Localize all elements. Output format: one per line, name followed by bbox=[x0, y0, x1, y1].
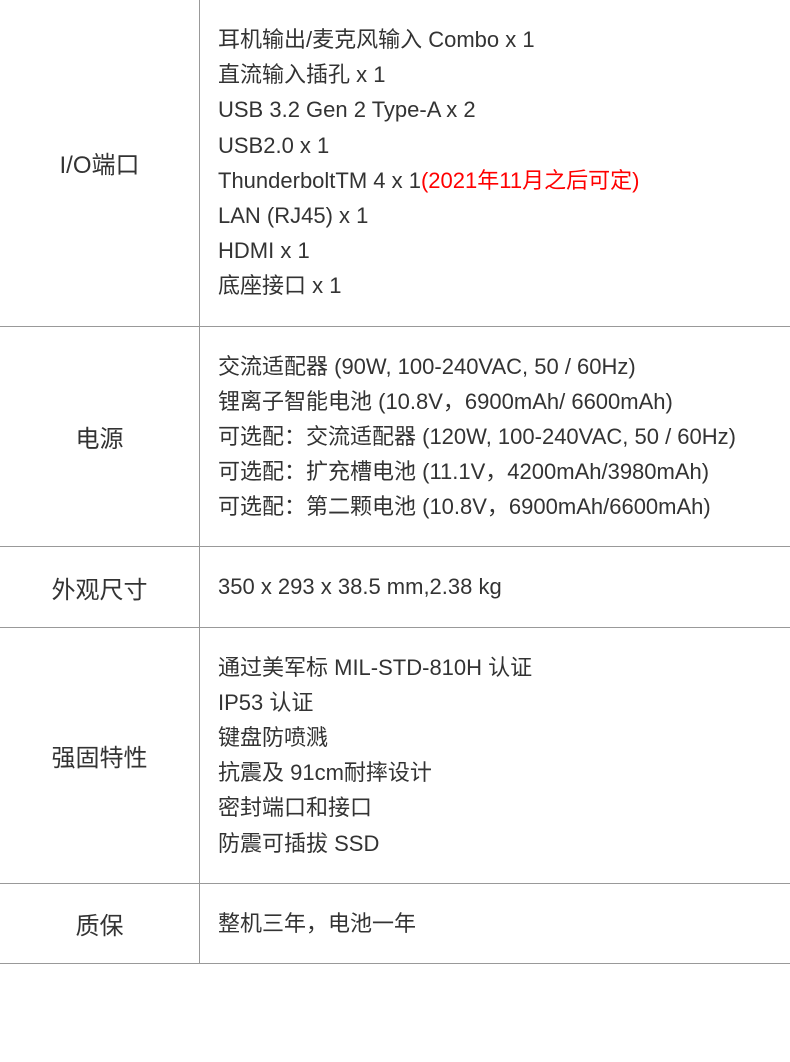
table-row: 质保 整机三年，电池一年 bbox=[0, 884, 790, 964]
row-label: I/O端口 bbox=[0, 0, 200, 326]
value-line: 可选配：扩充槽电池 (11.1V，4200mAh/3980mAh) bbox=[218, 454, 772, 489]
value-line: USB2.0 x 1 bbox=[218, 128, 772, 163]
row-label: 电源 bbox=[0, 327, 200, 547]
value-text: ThunderboltTM 4 x 1 bbox=[218, 168, 421, 193]
spec-table: I/O端口 耳机输出/麦克风输入 Combo x 1 直流输入插孔 x 1 US… bbox=[0, 0, 790, 964]
table-row: 强固特性 通过美军标 MIL-STD-810H 认证 IP53 认证 键盘防喷溅… bbox=[0, 628, 790, 884]
value-line: 整机三年，电池一年 bbox=[218, 906, 772, 941]
row-value: 通过美军标 MIL-STD-810H 认证 IP53 认证 键盘防喷溅 抗震及 … bbox=[200, 628, 790, 883]
value-line: 350 x 293 x 38.5 mm,2.38 kg bbox=[218, 569, 772, 604]
value-line: 直流输入插孔 x 1 bbox=[218, 57, 772, 92]
value-line: USB 3.2 Gen 2 Type-A x 2 bbox=[218, 92, 772, 127]
value-line: 密封端口和接口 bbox=[218, 790, 772, 825]
table-row: 外观尺寸 350 x 293 x 38.5 mm,2.38 kg bbox=[0, 547, 790, 627]
value-line: 锂离子智能电池 (10.8V，6900mAh/ 6600mAh) bbox=[218, 384, 772, 419]
value-line: 耳机输出/麦克风输入 Combo x 1 bbox=[218, 22, 772, 57]
row-value: 350 x 293 x 38.5 mm,2.38 kg bbox=[200, 547, 790, 626]
value-highlight: (2021年11月之后可定) bbox=[421, 168, 639, 193]
value-line: 可选配：交流适配器 (120W, 100-240VAC, 50 / 60Hz) bbox=[218, 419, 772, 454]
table-row: 电源 交流适配器 (90W, 100-240VAC, 50 / 60Hz) 锂离… bbox=[0, 327, 790, 548]
value-line: 通过美军标 MIL-STD-810H 认证 bbox=[218, 650, 772, 685]
value-line: HDMI x 1 bbox=[218, 233, 772, 268]
row-label: 外观尺寸 bbox=[0, 547, 200, 626]
table-row: I/O端口 耳机输出/麦克风输入 Combo x 1 直流输入插孔 x 1 US… bbox=[0, 0, 790, 327]
value-line: LAN (RJ45) x 1 bbox=[218, 198, 772, 233]
value-line: 可选配：第二颗电池 (10.8V，6900mAh/6600mAh) bbox=[218, 489, 772, 524]
value-line: IP53 认证 bbox=[218, 685, 772, 720]
row-label: 强固特性 bbox=[0, 628, 200, 883]
row-value: 耳机输出/麦克风输入 Combo x 1 直流输入插孔 x 1 USB 3.2 … bbox=[200, 0, 790, 326]
row-value: 交流适配器 (90W, 100-240VAC, 50 / 60Hz) 锂离子智能… bbox=[200, 327, 790, 547]
value-line: 键盘防喷溅 bbox=[218, 720, 772, 755]
value-line: ThunderboltTM 4 x 1(2021年11月之后可定) bbox=[218, 163, 772, 198]
value-line: 防震可插拔 SSD bbox=[218, 826, 772, 861]
value-line: 底座接口 x 1 bbox=[218, 268, 772, 303]
row-label: 质保 bbox=[0, 884, 200, 963]
value-line: 抗震及 91cm耐摔设计 bbox=[218, 755, 772, 790]
value-line: 交流适配器 (90W, 100-240VAC, 50 / 60Hz) bbox=[218, 349, 772, 384]
row-value: 整机三年，电池一年 bbox=[200, 884, 790, 963]
